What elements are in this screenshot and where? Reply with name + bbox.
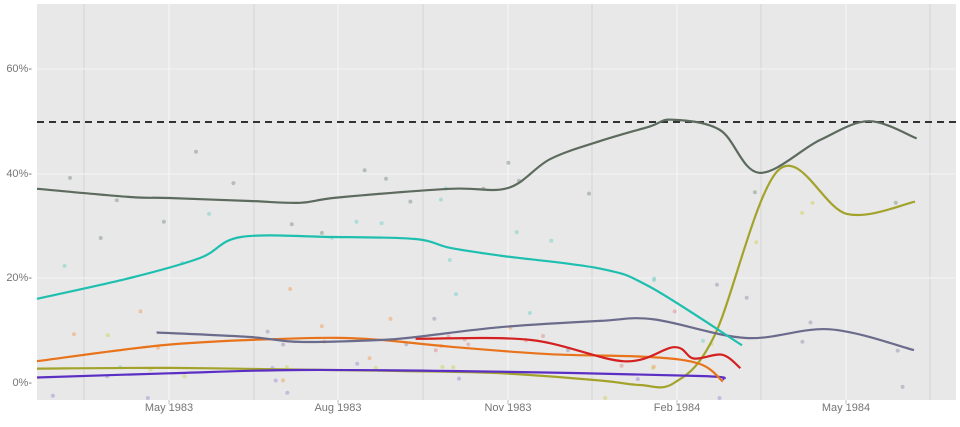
svg-text:May 1984: May 1984 xyxy=(822,402,870,414)
svg-text:40%-: 40%- xyxy=(6,168,32,180)
svg-text:Nov 1983: Nov 1983 xyxy=(484,402,531,414)
svg-text:May 1983: May 1983 xyxy=(145,402,193,414)
svg-text:60%-: 60%- xyxy=(6,63,32,75)
svg-text:20%-: 20%- xyxy=(6,272,32,284)
svg-text:Feb 1984: Feb 1984 xyxy=(654,402,700,414)
svg-text:0%-: 0%- xyxy=(12,377,32,389)
svg-text:Aug 1983: Aug 1983 xyxy=(314,402,361,414)
